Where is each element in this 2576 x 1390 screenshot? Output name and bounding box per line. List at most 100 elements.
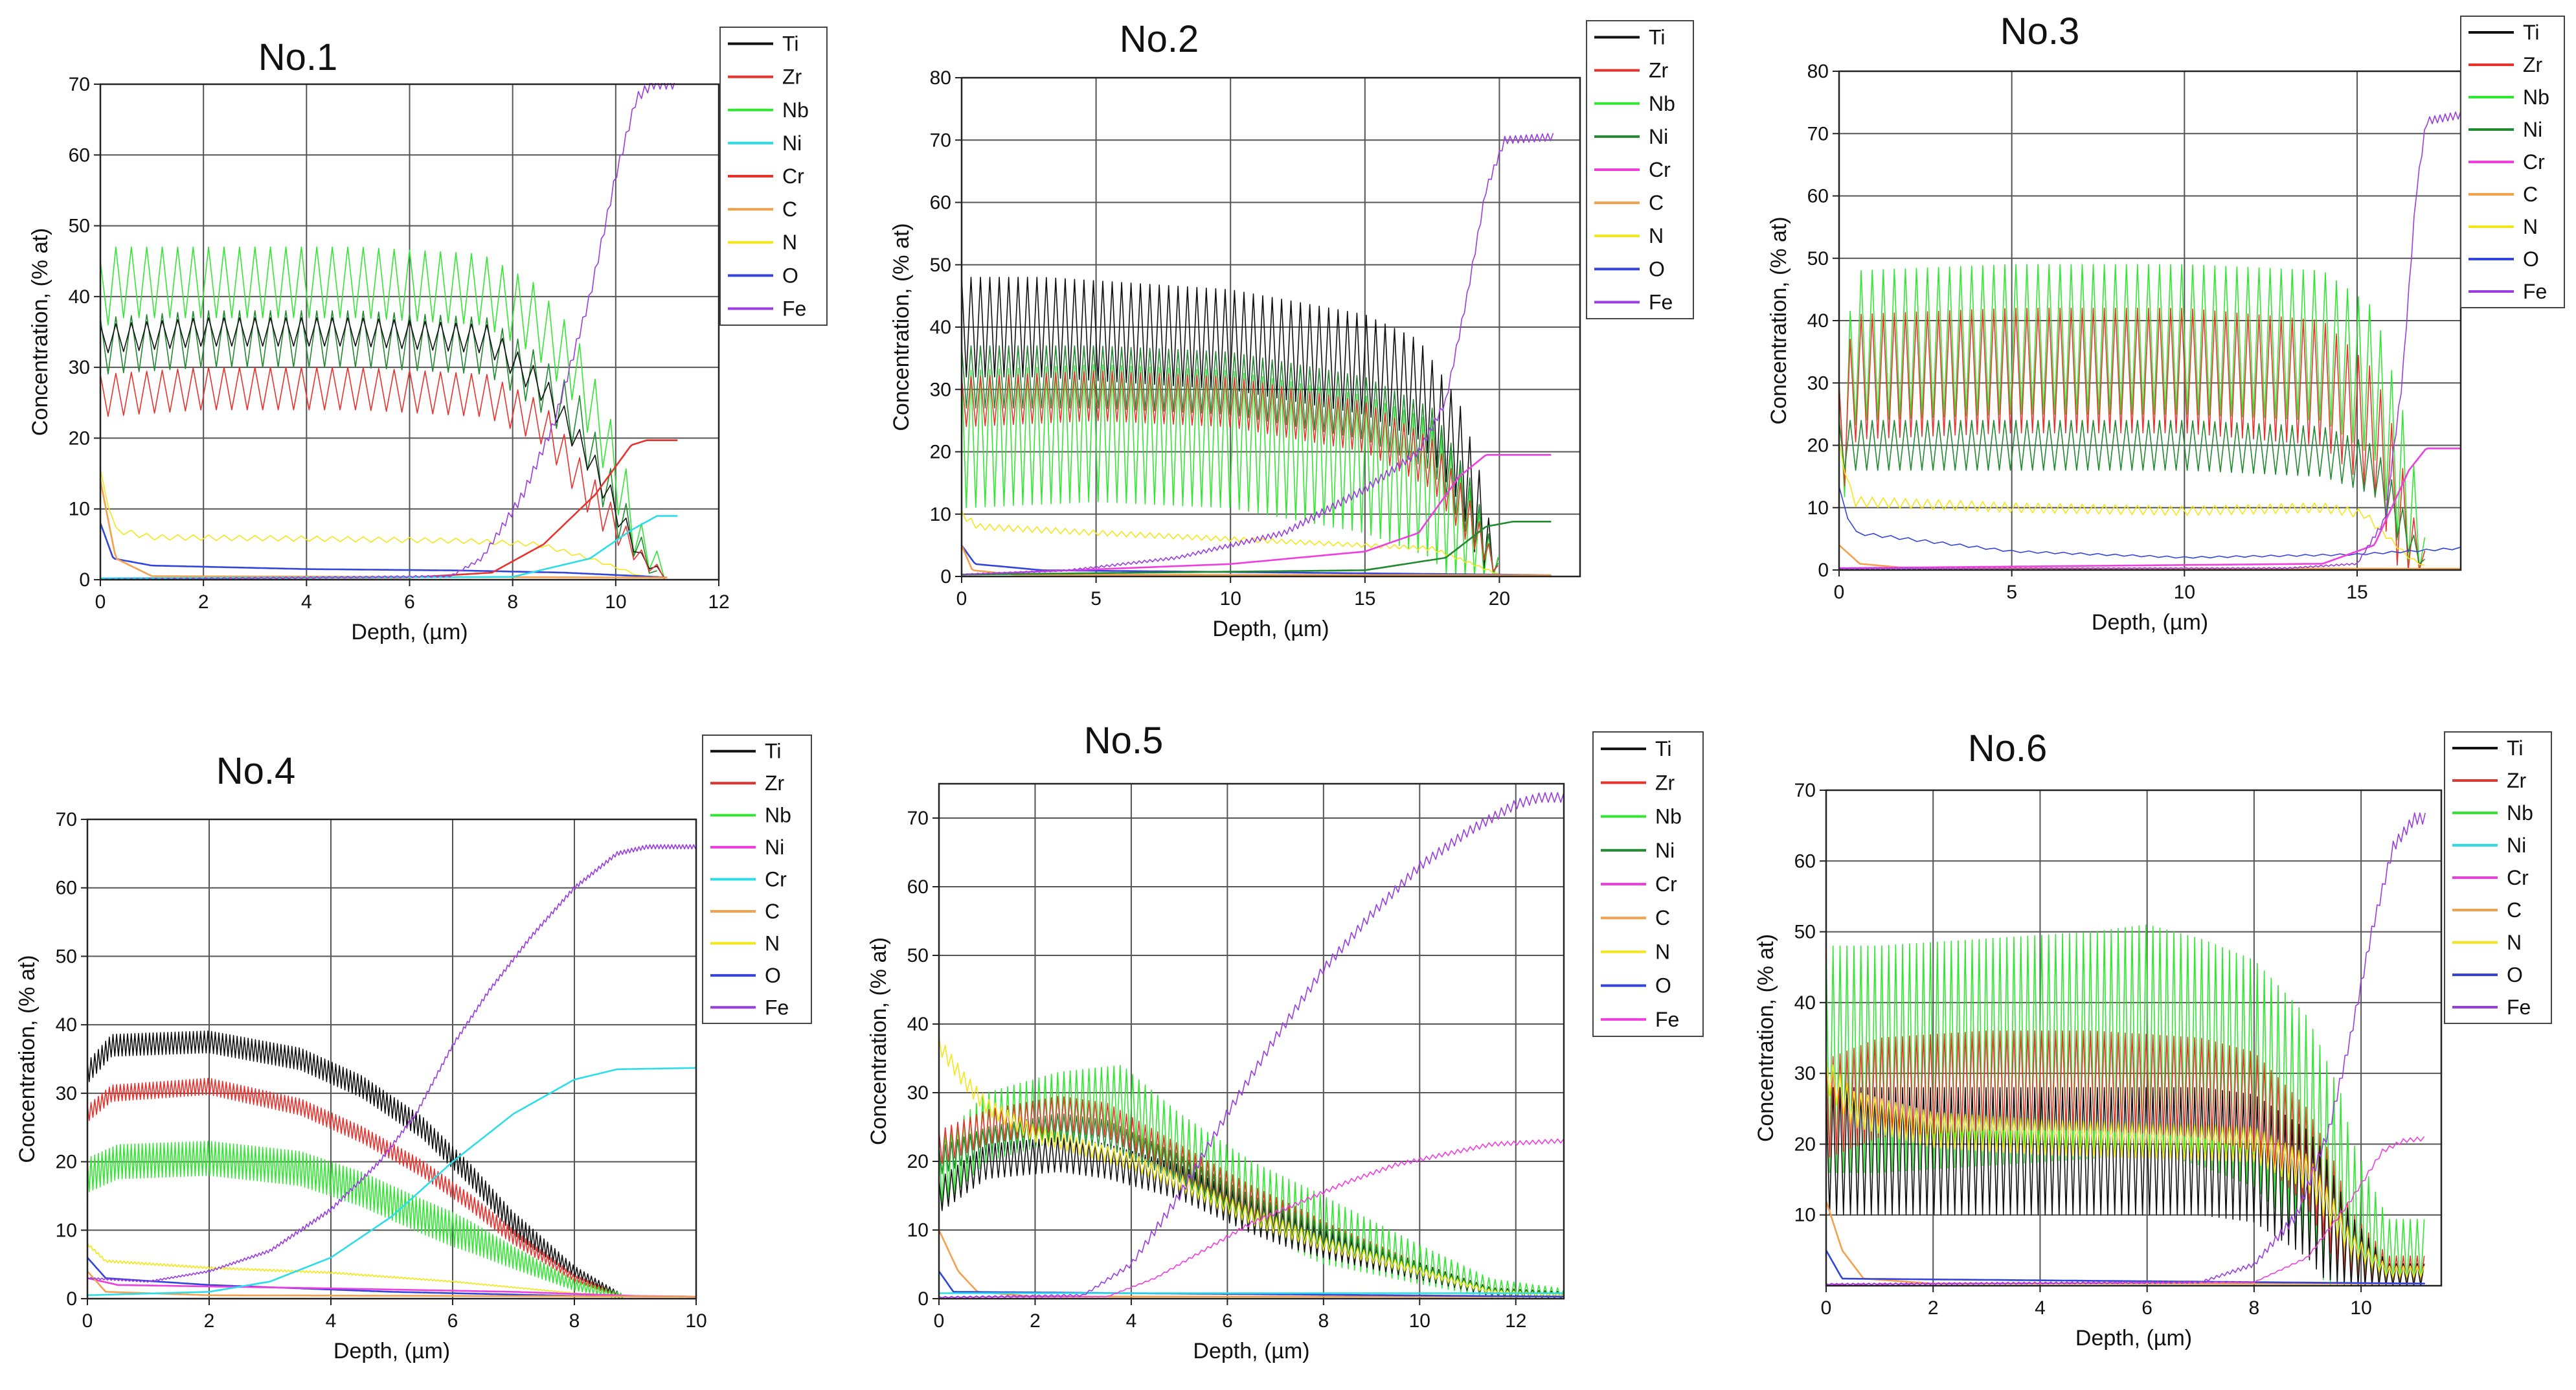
chart-panel-2: 0 5 10 15 20 0 10 20 30 40 50 60 70 80 Depth, (µm) Conc…: [889, 18, 1694, 641]
x-tick-label: 0: [1834, 582, 1845, 603]
series-line-zr: [87, 1077, 624, 1299]
legend-label-nb: Nb: [2523, 85, 2549, 109]
legend-label-cr: Cr: [2507, 866, 2529, 889]
series-line-n: [1839, 440, 2425, 566]
series-line-ni: [962, 521, 1552, 576]
series-line-ni: [100, 515, 678, 580]
x-axis-title: Depth, (µm): [1212, 617, 1329, 641]
x-tick-label: 12: [1505, 1310, 1526, 1332]
y-tick-label: 40: [1794, 992, 1816, 1014]
x-tick-label: 12: [708, 591, 729, 613]
y-tick-label: 30: [1794, 1063, 1816, 1084]
y-tick-label: 60: [907, 876, 929, 898]
y-tick-label: 0: [940, 566, 951, 587]
y-tick-label: 50: [1794, 922, 1816, 943]
x-tick-label: 10: [685, 1310, 706, 1332]
legend-label-ti: Ti: [1655, 737, 1671, 760]
series-group: [962, 133, 1554, 577]
y-tick-label: 10: [56, 1220, 77, 1241]
legend-label-n: N: [2507, 931, 2522, 954]
x-tick-label: 2: [204, 1310, 215, 1332]
x-tick-label: 6: [1222, 1310, 1233, 1332]
legend-label-ni: Ni: [782, 131, 802, 155]
legend-label-ni: Ni: [1649, 125, 1668, 148]
legend-label-cr: Cr: [782, 165, 804, 188]
legend-label-c: C: [782, 198, 797, 221]
plot-frame: [1825, 789, 2443, 1287]
x-tick-label: 20: [1489, 588, 1510, 610]
x-tick-label: 0: [956, 588, 967, 610]
y-tick-label: 30: [69, 357, 90, 378]
series-group: [100, 83, 678, 580]
legend-label-fe: Fe: [2507, 996, 2531, 1019]
y-tick-label: 60: [56, 878, 77, 899]
y-tick-label: 20: [1794, 1134, 1816, 1155]
y-tick-label: 70: [930, 130, 951, 151]
x-tick-label: 4: [301, 591, 312, 613]
y-axis-title: Concentration, (% at): [15, 955, 40, 1163]
legend-label-o: O: [2507, 963, 2523, 986]
x-tick-label: 4: [326, 1310, 337, 1332]
legend-label-zr: Zr: [2507, 769, 2527, 792]
y-tick-label: 60: [1794, 850, 1816, 872]
panel-title: No.6: [1968, 727, 2048, 769]
legend-label-o: O: [765, 964, 781, 987]
y-tick-label: 40: [930, 317, 951, 338]
series-line-nb: [1839, 264, 2426, 571]
series-line-n: [962, 510, 1498, 574]
series-line-ni: [1839, 420, 2426, 565]
legend-label-nb: Nb: [2507, 801, 2533, 825]
y-tick-label: 70: [1794, 780, 1816, 801]
y-tick-label: 0: [918, 1288, 929, 1310]
series-line-cr: [1839, 448, 2461, 569]
legend-label-zr: Zr: [1649, 59, 1669, 82]
y-axis-title: Concentration, (% at): [1767, 216, 1791, 424]
y-tick-label: 80: [930, 67, 951, 89]
series-line-nb: [100, 310, 657, 574]
y-tick-label: 10: [907, 1220, 929, 1241]
x-tick-label: 2: [198, 591, 209, 613]
legend-label-n: N: [765, 931, 780, 955]
series-line-fe: [939, 1138, 1564, 1299]
legend-label-ti: Ti: [2507, 736, 2523, 760]
series-line-fe: [939, 792, 1564, 1299]
panel-title: No.4: [216, 750, 296, 792]
x-tick-label: 10: [2350, 1297, 2371, 1319]
legend: Ti Zr Nb Ni Cr CNO Fe: [1586, 20, 1694, 319]
y-tick-label: 40: [1807, 310, 1829, 332]
x-tick-label: 0: [1821, 1297, 1832, 1319]
x-tick-label: 2: [1030, 1310, 1041, 1332]
legend-label-c: C: [1649, 191, 1664, 214]
series-group: [1826, 812, 2426, 1286]
series-line-ti: [87, 1030, 624, 1299]
y-tick-label: 0: [79, 569, 90, 591]
legend-label-c: C: [765, 900, 780, 923]
legend-label-n: N: [1655, 940, 1670, 963]
chart-panel-6: 0 2 4 6 8 10 10 20 30 40 50 60 70 Depth, (µm) Concentr…: [1754, 727, 2552, 1350]
x-tick-label: 8: [1318, 1310, 1329, 1332]
series-line-zr: [962, 370, 1499, 572]
y-tick-label: 70: [56, 809, 77, 830]
series-line-n: [100, 469, 665, 579]
y-tick-label: 10: [1807, 497, 1829, 519]
legend-label-fe: Fe: [765, 996, 789, 1019]
series-group: [1839, 111, 2461, 571]
y-tick-label: 10: [1794, 1205, 1816, 1226]
plot-frame: [938, 782, 1565, 1300]
legend-label-c: C: [1655, 906, 1670, 929]
chart-panel-1: 0 2 4 6 8 10 12 0 10 20 30 40 50 60 70 Depth, (µm) Conce…: [28, 27, 828, 644]
series-line-o: [1826, 1249, 2425, 1284]
legend: Ti Zr Nb Ni Cr CNO Fe: [2444, 731, 2552, 1024]
x-tick-label: 15: [1354, 588, 1375, 610]
chart-panel-4: 0 2 4 6 8 10 0 10 20 30 40 50 60 70 Depth, (µm) Concent…: [15, 735, 812, 1363]
series-line-n: [939, 1036, 1564, 1297]
series-line-o: [100, 523, 668, 578]
legend-label-n: N: [2523, 215, 2538, 238]
y-tick-label: 10: [930, 504, 951, 525]
legend-label-nb: Nb: [765, 804, 791, 827]
y-tick-label: 20: [930, 442, 951, 463]
y-tick-label: 10: [69, 499, 90, 520]
series-line-fe: [1839, 111, 2461, 570]
legend-label-ti: Ti: [1649, 26, 1665, 49]
